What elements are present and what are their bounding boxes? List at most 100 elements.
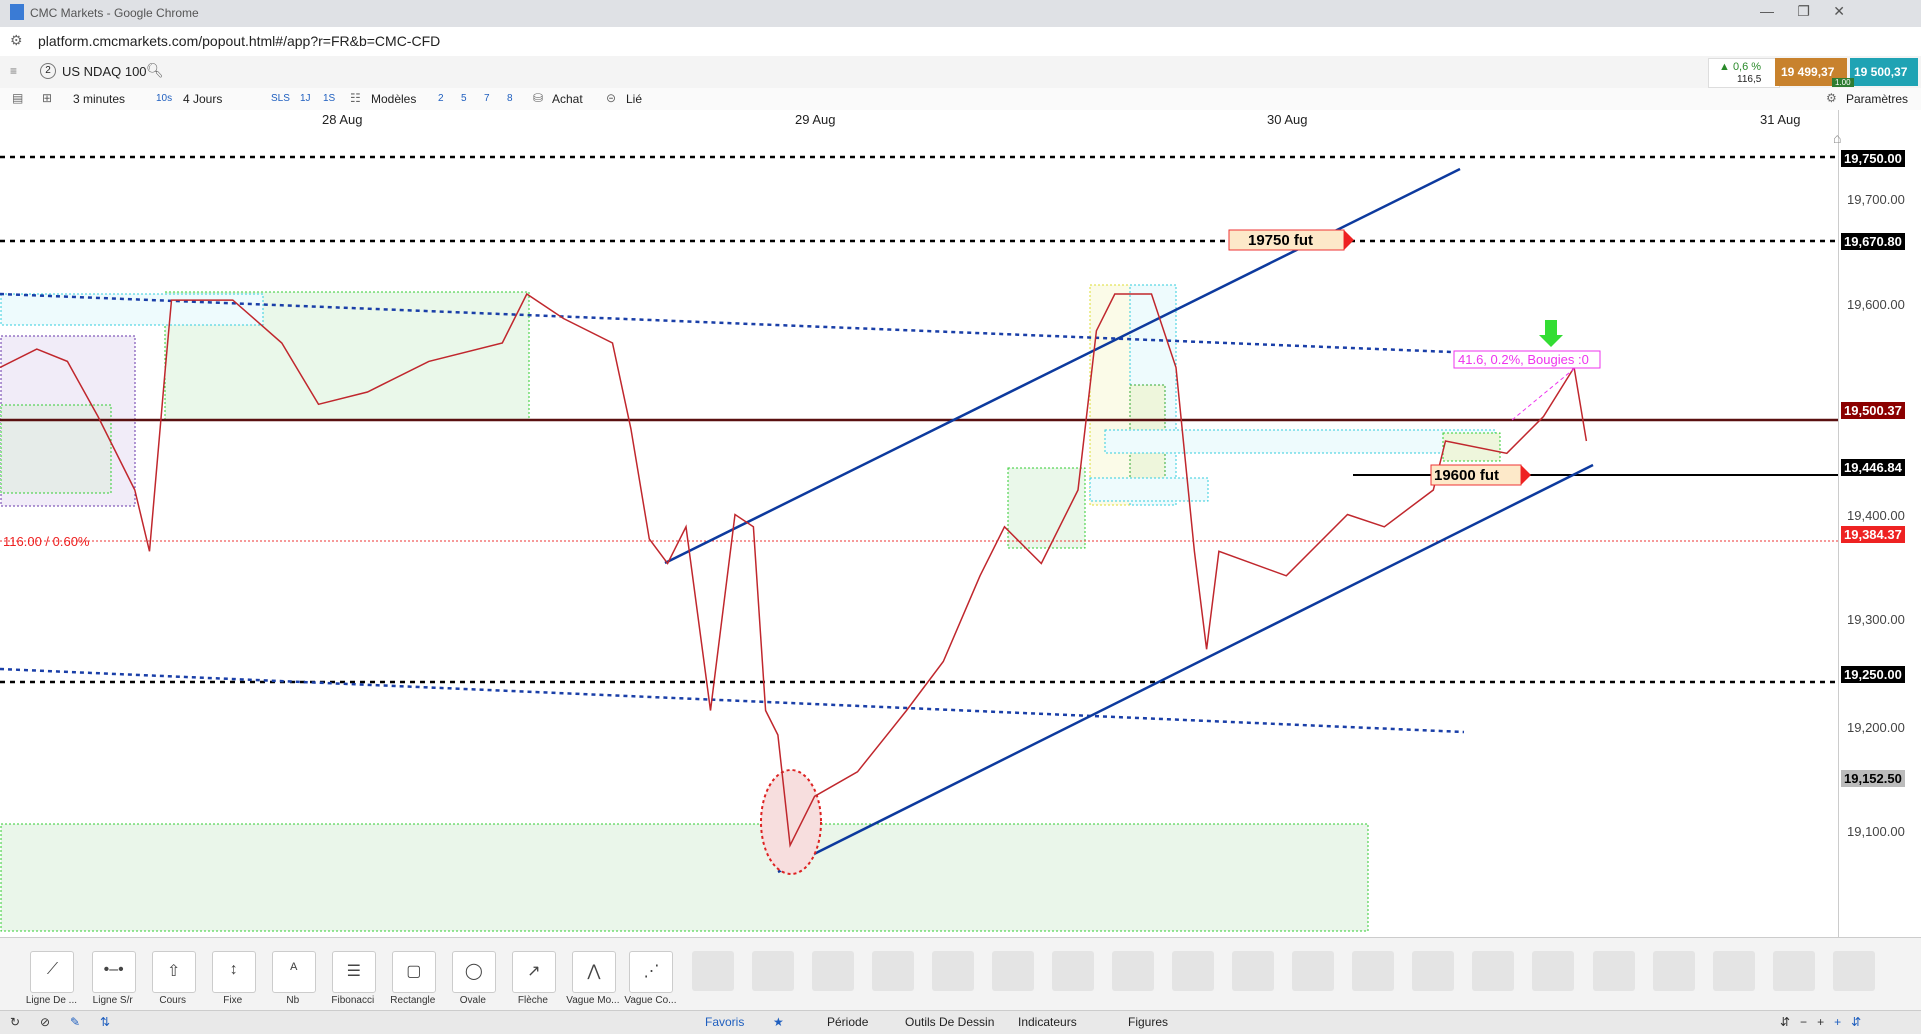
- search-icon[interactable]: 🔍︎: [146, 62, 164, 78]
- empty-slot[interactable]: [992, 951, 1035, 991]
- instrument-name[interactable]: US NDAQ 100: [62, 64, 147, 79]
- empty-slot[interactable]: [1112, 951, 1155, 991]
- linked[interactable]: Lié: [626, 92, 643, 106]
- tool-button[interactable]: ⇧: [151, 951, 196, 993]
- tool-label: Fixe: [223, 995, 243, 1006]
- tool-button[interactable]: •–•: [91, 951, 136, 993]
- tool-button[interactable]: ⋀: [571, 951, 616, 993]
- zoom-controls[interactable]: ⇵ − + + ⇵: [1780, 1015, 1862, 1029]
- buy-price: 19 500,37: [1854, 65, 1908, 79]
- star-icon[interactable]: ★: [773, 1015, 784, 1029]
- tool-button[interactable]: ▢: [391, 951, 436, 993]
- bottom-tabs: ↻ ⊘ ✎ ⇅ Favoris ★ Période Outils De Dess…: [0, 1010, 1921, 1034]
- select-icon[interactable]: ⇅: [100, 1015, 111, 1029]
- interval-short[interactable]: 10s: [156, 93, 173, 104]
- tool-button[interactable]: ᴬ: [271, 951, 316, 993]
- chart-drawing: 19750 fut 19600 fut 116.00 / 0.60% 41.6,…: [0, 155, 1838, 932]
- clear-icon[interactable]: ⊘: [40, 1015, 51, 1029]
- fib-label: 41.6, 0.2%, Bougies :0: [1458, 352, 1589, 367]
- empty-slot[interactable]: [1232, 951, 1275, 991]
- range[interactable]: 4 Jours: [183, 92, 223, 106]
- tool-label: Vague Mo...: [566, 995, 620, 1006]
- address-bar: ⚙ platform.cmcmarkets.com/popout.html#/a…: [0, 27, 1921, 57]
- date-label: 29 Aug: [795, 112, 836, 127]
- empty-slot[interactable]: [1052, 951, 1095, 991]
- sell-price: 19 499,37: [1781, 65, 1835, 79]
- url[interactable]: platform.cmcmarkets.com/popout.html#/app…: [38, 33, 441, 49]
- empty-slot[interactable]: [812, 951, 855, 991]
- settings[interactable]: Paramètres: [1846, 92, 1909, 106]
- site-info-icon[interactable]: ⚙: [10, 32, 23, 48]
- tab[interactable]: Favoris: [705, 1015, 745, 1029]
- scroll-marker[interactable]: ⌂: [1833, 130, 1842, 146]
- refresh-icon[interactable]: ↻: [10, 1015, 21, 1029]
- empty-slot[interactable]: [872, 951, 915, 991]
- tool-button[interactable]: ☰: [331, 951, 376, 993]
- tab[interactable]: Période: [827, 1015, 869, 1029]
- interval[interactable]: 3 minutes: [73, 92, 126, 106]
- empty-slot[interactable]: [1472, 951, 1515, 991]
- empty-slot[interactable]: [692, 951, 735, 991]
- empty-slot[interactable]: [1172, 951, 1215, 991]
- tool-icon: ⟋: [46, 961, 59, 978]
- quick-item[interactable]: 7: [484, 93, 490, 104]
- menu-icon[interactable]: ≡: [10, 64, 18, 78]
- price-label: 19,446.84: [1841, 459, 1905, 476]
- empty-slot[interactable]: [1772, 951, 1815, 991]
- toolbar-item[interactable]: SLS: [271, 93, 290, 104]
- sell-button[interactable]: 19 499,37: [1775, 58, 1847, 86]
- buy-label[interactable]: Achat: [552, 92, 583, 106]
- price-label: 19,300.00: [1847, 612, 1905, 627]
- buy-button[interactable]: 19 500,37: [1850, 58, 1918, 86]
- draw-icon[interactable]: ✎: [70, 1015, 81, 1029]
- empty-slot[interactable]: [1292, 951, 1335, 991]
- empty-slot[interactable]: [752, 951, 795, 991]
- tab[interactable]: Outils De Dessin: [905, 1015, 995, 1029]
- trade-size[interactable]: 1.00: [1832, 78, 1854, 87]
- tool-label: Cours: [159, 995, 187, 1006]
- tool-label: Fibonacci: [331, 995, 375, 1006]
- tool-label: Flèche: [517, 995, 548, 1006]
- tab[interactable]: Indicateurs: [1018, 1015, 1077, 1029]
- price-label: 19,670.80: [1841, 233, 1905, 250]
- templates[interactable]: Modèles: [371, 92, 417, 106]
- empty-slot[interactable]: [1832, 951, 1875, 991]
- demand-zone: [0, 823, 1369, 932]
- flag: [1521, 465, 1531, 485]
- tab[interactable]: Figures: [1128, 1015, 1169, 1029]
- empty-slot[interactable]: [1412, 951, 1455, 991]
- tool-button[interactable]: ↕: [211, 951, 256, 993]
- price-label: 19,600.00: [1847, 297, 1905, 312]
- quick-item[interactable]: 8: [507, 93, 513, 104]
- tool-button[interactable]: ◯: [451, 951, 496, 993]
- empty-slot[interactable]: [1532, 951, 1575, 991]
- empty-slot[interactable]: [1652, 951, 1695, 991]
- quick-item[interactable]: 5: [461, 93, 467, 104]
- app-icon: [10, 4, 24, 20]
- empty-slot[interactable]: [1712, 951, 1755, 991]
- layout-icon[interactable]: ▤: [12, 91, 24, 105]
- price-label: 19,500.37: [1841, 402, 1905, 419]
- chart-area[interactable]: 19750 fut 19600 fut 116.00 / 0.60% 41.6,…: [0, 128, 1838, 937]
- fib-line: [1511, 367, 1576, 421]
- templates-icon: ☷: [350, 91, 361, 105]
- tool-button[interactable]: ⋰: [629, 951, 674, 993]
- date-label: 28 Aug: [322, 112, 363, 127]
- date-label: 31 Aug: [1760, 112, 1801, 127]
- tool-icon: •–•: [103, 961, 124, 978]
- tool-button[interactable]: ⟋: [30, 951, 75, 993]
- window-controls[interactable]: — ❐ ✕: [1760, 3, 1845, 19]
- tool-button[interactable]: ↗: [511, 951, 556, 993]
- drawing-tools: ⟋ Ligne De ... •–• Ligne S/r ⇧ Cours ↕ Fixe ᴬ Nb ☰…: [0, 937, 1921, 1011]
- price-label: 19,400.00: [1847, 508, 1905, 523]
- empty-slot[interactable]: [932, 951, 975, 991]
- zone: [1104, 429, 1496, 454]
- link-icon: ⊝: [606, 91, 617, 105]
- empty-slot[interactable]: [1592, 951, 1635, 991]
- quick-item[interactable]: 2: [438, 93, 444, 104]
- empty-slot[interactable]: [1352, 951, 1395, 991]
- toolbar-item[interactable]: 1J: [300, 93, 311, 104]
- toolbar-item[interactable]: 1S: [323, 93, 336, 104]
- grid-icon[interactable]: ⊞: [42, 91, 53, 105]
